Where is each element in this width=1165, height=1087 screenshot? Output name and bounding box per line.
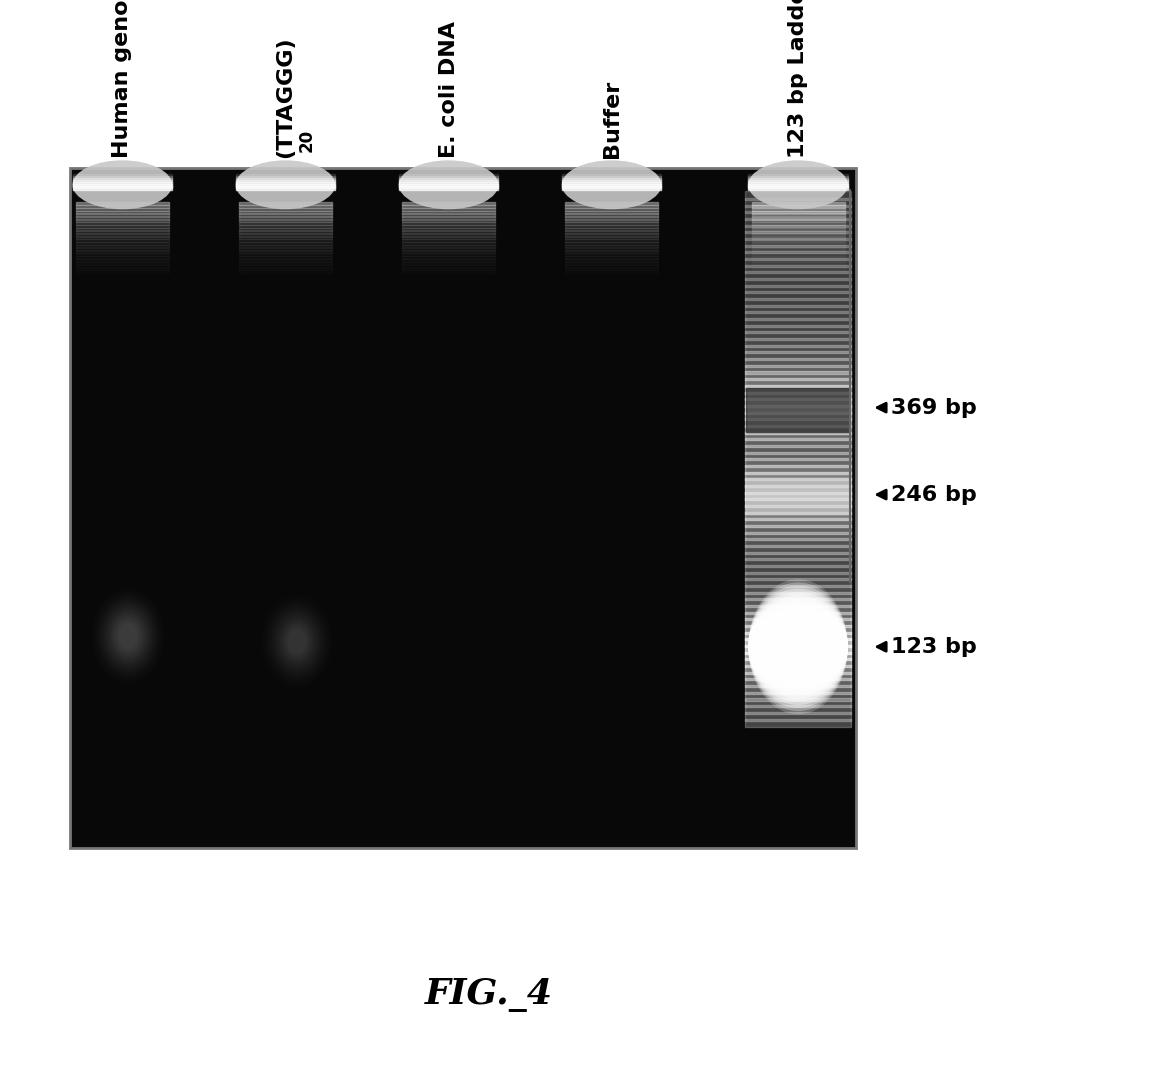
Ellipse shape — [748, 604, 848, 689]
Ellipse shape — [282, 622, 312, 661]
Ellipse shape — [113, 616, 143, 655]
Ellipse shape — [108, 610, 148, 662]
Bar — [70, 168, 856, 848]
Ellipse shape — [748, 614, 848, 679]
Ellipse shape — [748, 626, 848, 667]
Ellipse shape — [273, 610, 322, 673]
Ellipse shape — [748, 617, 848, 676]
Ellipse shape — [99, 598, 157, 674]
Ellipse shape — [748, 611, 848, 683]
Ellipse shape — [280, 619, 315, 664]
Ellipse shape — [275, 612, 319, 671]
Ellipse shape — [748, 601, 848, 692]
Ellipse shape — [748, 589, 848, 704]
Ellipse shape — [748, 623, 848, 671]
Ellipse shape — [748, 621, 848, 673]
Text: E. coli DNA: E. coli DNA — [438, 21, 459, 158]
Ellipse shape — [118, 623, 139, 649]
Ellipse shape — [562, 160, 662, 210]
Ellipse shape — [101, 601, 155, 671]
Ellipse shape — [104, 604, 153, 667]
Text: 246 bp: 246 bp — [877, 485, 977, 504]
Ellipse shape — [748, 591, 848, 702]
Ellipse shape — [748, 160, 848, 210]
Text: 20: 20 — [297, 129, 316, 152]
Ellipse shape — [72, 160, 172, 210]
Ellipse shape — [748, 598, 848, 696]
Text: 369 bp: 369 bp — [877, 398, 977, 417]
Ellipse shape — [115, 620, 141, 652]
Text: FIG._4: FIG._4 — [425, 977, 553, 1012]
Ellipse shape — [398, 160, 499, 210]
Ellipse shape — [748, 583, 848, 711]
Ellipse shape — [748, 595, 848, 699]
Ellipse shape — [748, 586, 848, 708]
Text: Human genomic DNA: Human genomic DNA — [112, 0, 133, 158]
Text: (TTAGGG): (TTAGGG) — [275, 36, 296, 158]
Ellipse shape — [748, 636, 848, 658]
Text: 123 bp: 123 bp — [877, 637, 977, 657]
Ellipse shape — [235, 160, 336, 210]
Ellipse shape — [111, 613, 146, 659]
Text: Buffer: Buffer — [601, 79, 622, 158]
Ellipse shape — [277, 615, 317, 667]
Ellipse shape — [748, 608, 848, 686]
Ellipse shape — [106, 607, 150, 665]
Ellipse shape — [748, 633, 848, 661]
Ellipse shape — [284, 625, 310, 658]
Ellipse shape — [748, 629, 848, 664]
Text: 123 bp Ladder: 123 bp Ladder — [788, 0, 809, 158]
Ellipse shape — [748, 579, 848, 714]
Ellipse shape — [287, 628, 308, 654]
